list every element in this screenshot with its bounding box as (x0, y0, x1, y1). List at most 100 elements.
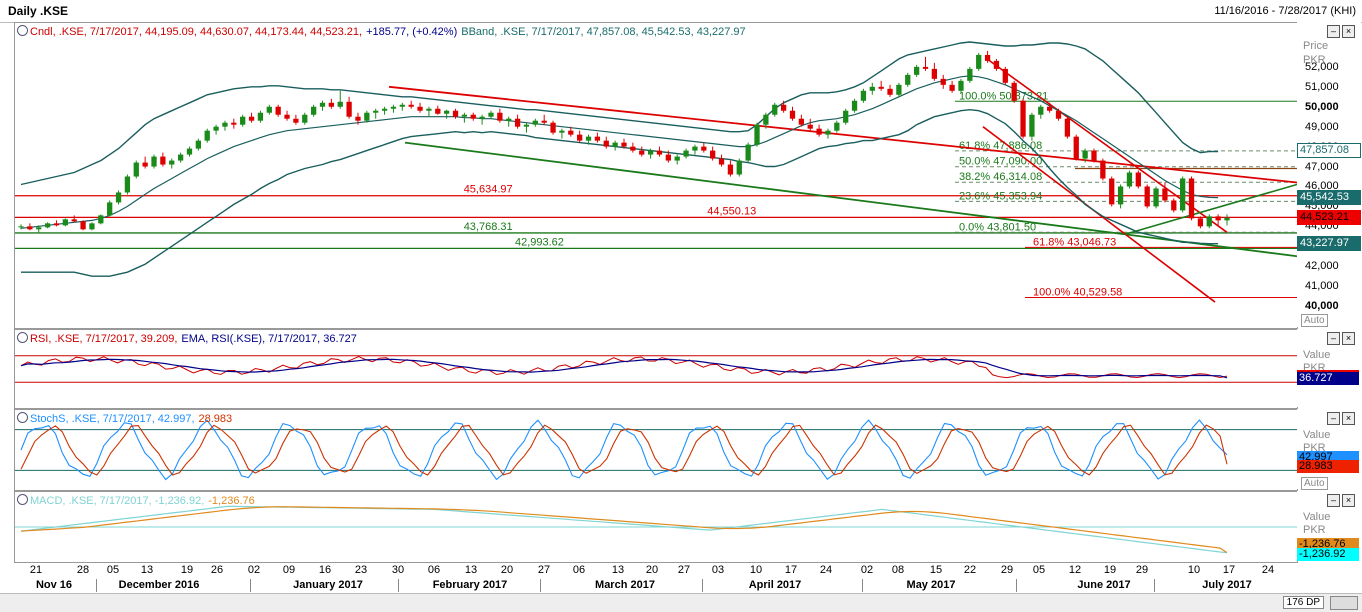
candle-body (186, 148, 193, 155)
close-icon[interactable]: × (1342, 494, 1355, 507)
macd-signal-line (20, 506, 1228, 554)
x-month-label: February 2017 (432, 579, 508, 591)
x-tick-label: 10 (1187, 564, 1201, 576)
candle-body (532, 120, 538, 125)
x-month-label: January 2017 (293, 579, 363, 591)
candle-body (878, 86, 884, 89)
candle-body (240, 116, 246, 125)
bband-lower (21, 108, 1219, 277)
close-icon[interactable]: × (1342, 332, 1355, 345)
candle-body (142, 162, 148, 167)
stoch-chart-svg[interactable] (15, 410, 1297, 490)
macd-pane[interactable]: MACD, .KSE, 7/17/2017, -1,236.92, -1,236.… (14, 491, 1298, 563)
legend-entry: +185.77, (+0.42%) (366, 26, 458, 38)
fib-ext-label: 61.8% 43,046.73 (1033, 236, 1116, 248)
candle-body (1002, 68, 1008, 83)
candle-body (1038, 106, 1044, 115)
rsi-pane[interactable]: RSI, .KSE, 7/17/2017, 39.209, EMA, RSI(.K… (14, 329, 1298, 409)
candle-body (444, 110, 450, 114)
macd-value-tag: -1,236.92 (1297, 548, 1359, 561)
candle-body (665, 154, 671, 161)
x-tick-label: 30 (391, 564, 405, 576)
stoch-pane[interactable]: StochS, .KSE, 7/17/2017, 42.997, 28.983 (14, 409, 1298, 491)
rsi-value-tag: 36.727 (1297, 371, 1359, 385)
fib-ext-label: 100.0% 40,529.58 (1033, 286, 1122, 298)
scroll-control[interactable] (1330, 596, 1358, 610)
candle-body (798, 118, 804, 125)
axis-unit-label: Price (1303, 40, 1329, 52)
month-separator (540, 579, 541, 592)
month-separator (702, 579, 703, 592)
close-icon[interactable]: × (1342, 25, 1355, 38)
support-line-label: 45,634.97 (464, 184, 513, 196)
candle-body (816, 128, 822, 135)
candle-body (124, 176, 131, 193)
minimize-icon[interactable]: – (1327, 332, 1340, 345)
price-axis: Price PKR –× 40,00041,00042,00043,00044,… (1297, 22, 1361, 327)
price-tick-label: 42,000 (1305, 260, 1339, 273)
macd-chart-svg[interactable] (15, 492, 1297, 562)
close-icon[interactable]: × (1342, 412, 1355, 425)
candle-body (302, 114, 308, 123)
month-separator (1016, 579, 1017, 592)
macd-line (20, 505, 1228, 554)
x-month-label: March 2017 (595, 579, 655, 591)
x-tick-label: 27 (677, 564, 691, 576)
candle-body (1144, 186, 1150, 207)
x-tick-label: 12 (1068, 564, 1082, 576)
minimize-icon[interactable]: – (1327, 25, 1340, 38)
legend-entry: Cndl, .KSE, 7/17/2017, 44,195.09, 44,630… (30, 26, 363, 38)
indicator-icon[interactable] (17, 412, 28, 423)
indicator-icon[interactable] (17, 332, 28, 343)
candle-body (523, 124, 530, 127)
x-month-label: May 2017 (906, 579, 956, 591)
rsi-chart-svg[interactable] (15, 330, 1297, 408)
data-points-selector[interactable]: 176 DP (1282, 596, 1324, 609)
candle-body (1029, 114, 1035, 137)
candle-body (71, 219, 77, 222)
x-tick-label: 20 (645, 564, 659, 576)
month-separator (862, 579, 863, 592)
candle-body (266, 106, 272, 113)
price-tick-label: 51,000 (1305, 80, 1339, 93)
candle-body (1011, 82, 1017, 101)
x-tick-label: 08 (891, 564, 905, 576)
candle-body (1091, 150, 1097, 161)
auto-scale-button[interactable]: Auto (1301, 314, 1328, 327)
candle-body (381, 108, 388, 111)
x-tick-label: 13 (611, 564, 625, 576)
candle-body (1180, 178, 1186, 211)
x-month-label: June 2017 (1077, 579, 1131, 591)
candle-body (860, 90, 867, 101)
fib-level-label: 50.0% 47,090.00 (959, 156, 1042, 168)
support-line-label: 44,550.13 (707, 205, 756, 217)
candle-body (1126, 172, 1133, 187)
support-line-label: 42,993.62 (515, 236, 564, 248)
minimize-icon[interactable]: – (1327, 412, 1340, 425)
x-tick-label: 24 (1261, 564, 1275, 576)
candle-body (461, 114, 468, 117)
candle-body (417, 106, 423, 111)
month-separator (1154, 579, 1155, 592)
candle-body (976, 54, 982, 69)
candle-body (1153, 188, 1159, 207)
x-tick-label: 21 (29, 564, 43, 576)
candle-body (328, 102, 335, 107)
macd-legend: MACD, .KSE, 7/17/2017, -1,236.92, -1,236.… (17, 494, 259, 507)
indicator-icon[interactable] (17, 494, 28, 505)
candle-body (577, 134, 583, 141)
fib-level-label: 38.2% 46,314.08 (959, 171, 1042, 183)
auto-scale-button[interactable]: Auto (1301, 477, 1328, 490)
fib-level-label: 23.6% 45,353.94 (959, 190, 1042, 202)
x-tick-label: 17 (784, 564, 798, 576)
x-tick-label: 06 (427, 564, 441, 576)
candle-body (736, 160, 742, 175)
candle-body (559, 130, 565, 133)
indicator-icon[interactable] (17, 25, 28, 36)
minimize-icon[interactable]: – (1327, 494, 1340, 507)
candle-body (514, 118, 521, 127)
price-pane[interactable]: 45,634.97 44,550.13 43,768.31 42,993.62 100.… (14, 22, 1298, 329)
candle-body (89, 223, 95, 230)
candle-body (426, 108, 432, 111)
